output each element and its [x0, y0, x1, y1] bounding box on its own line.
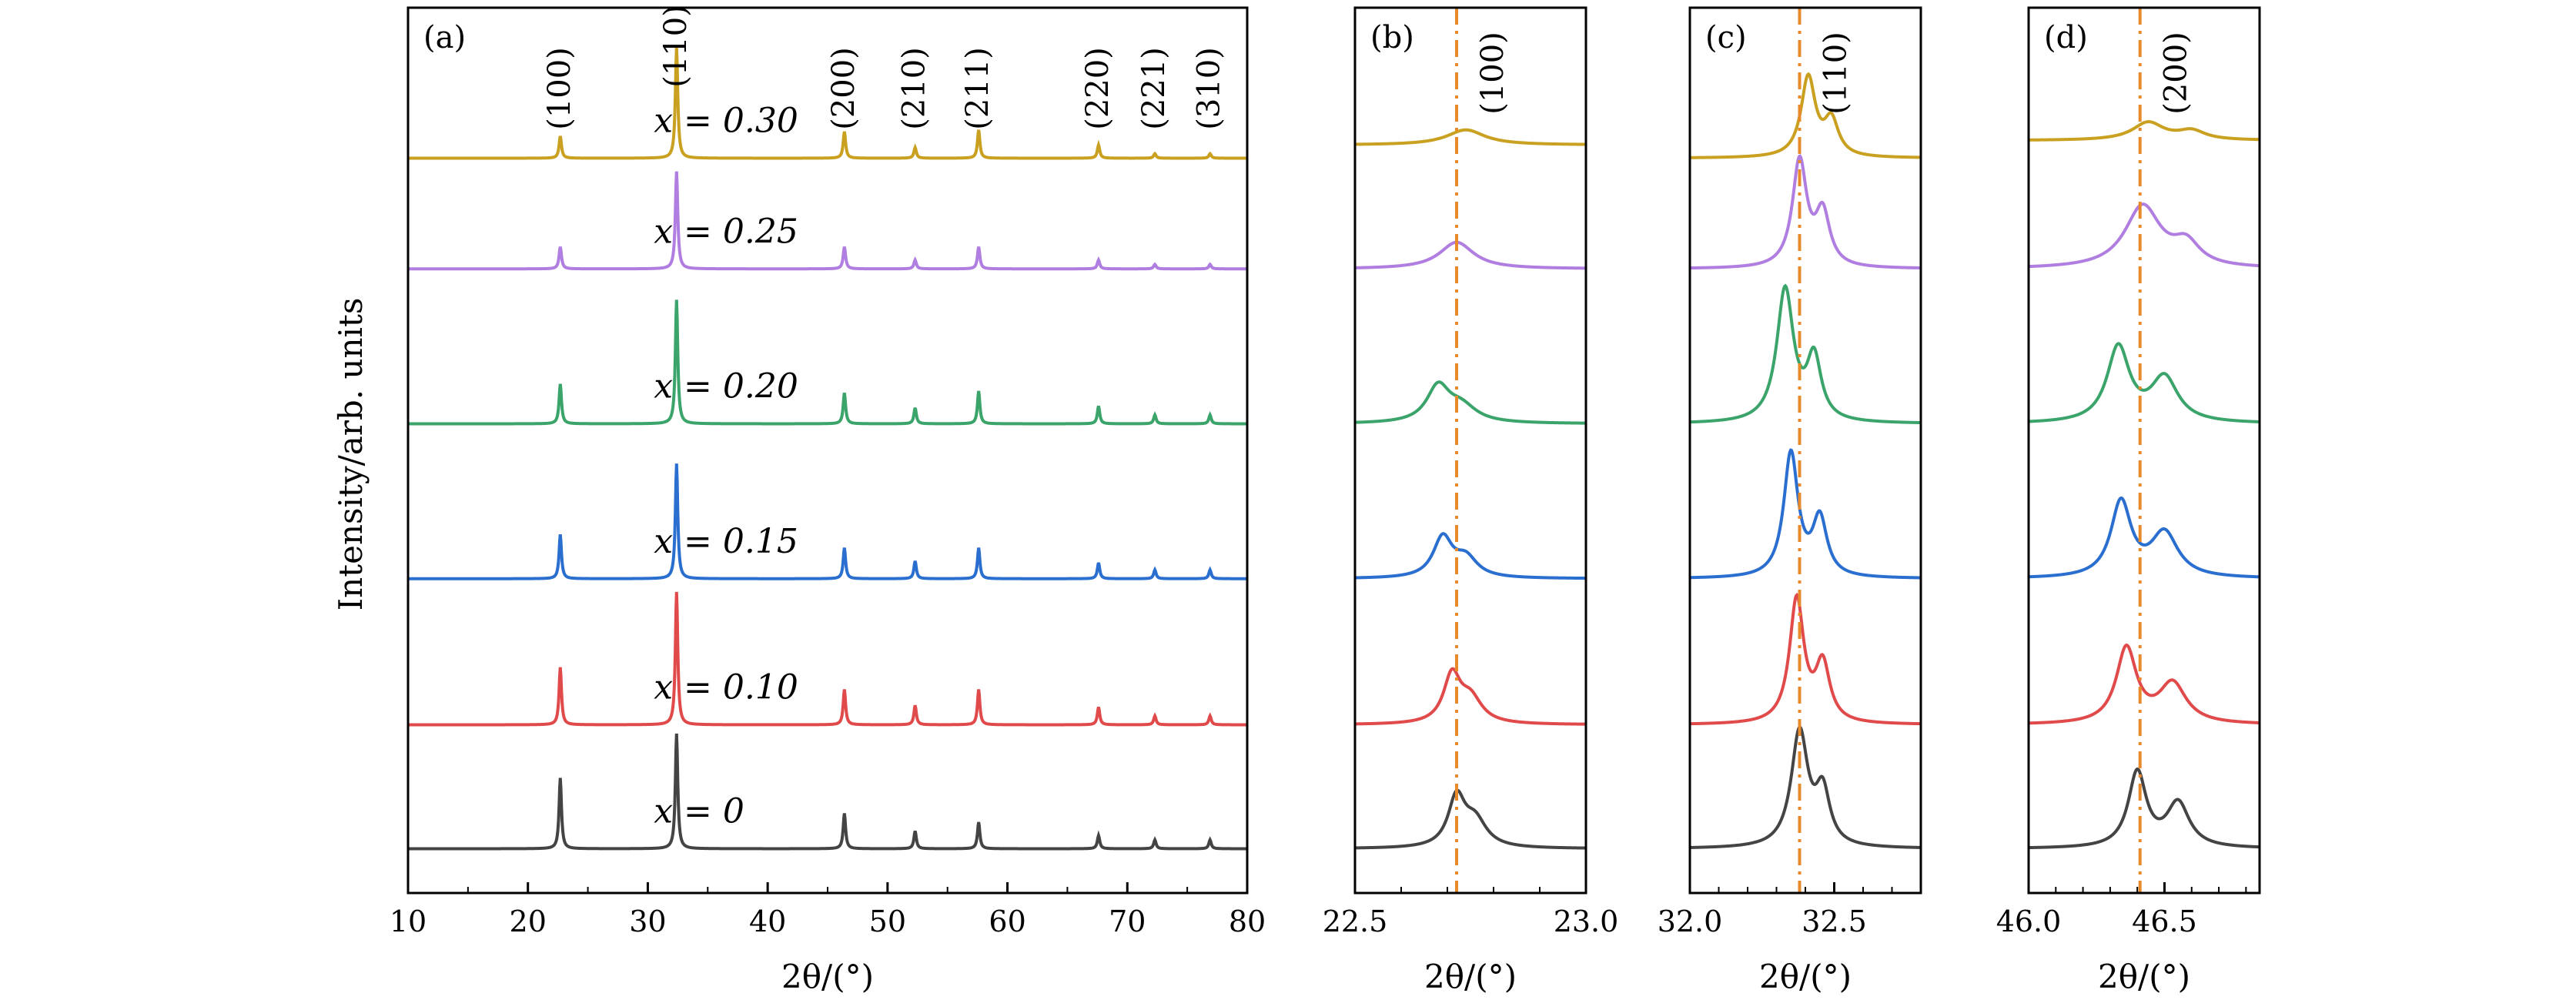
series-label: x = 0.25 [654, 212, 798, 251]
x-tick-label: 60 [989, 905, 1025, 938]
x-tick-label: 46.0 [1996, 905, 2062, 938]
series-curve-3-0 [2028, 767, 2260, 850]
series-curve-2-4 [1689, 154, 1922, 270]
series-curve-2-3 [1689, 283, 1922, 425]
series-curve-0-1 [408, 591, 1247, 727]
x-tick-label: 30 [629, 905, 666, 938]
x-tick-label: 20 [510, 905, 547, 938]
peak-label: (310) [1192, 47, 1227, 130]
panel-frame-1 [1353, 6, 1587, 895]
series-curve-1-2 [1354, 532, 1586, 580]
series-curve-0-2 [408, 463, 1247, 580]
peak-label: (200) [826, 47, 861, 130]
text-layer: x = 0 x = 0.10 x = 0.15 x = 0.20 x = 0.25 x =… [390, 5, 2197, 995]
series-label: x = 0.15 [654, 522, 798, 561]
peak-label: (110) [1818, 32, 1854, 115]
panel-frame-3 [2027, 6, 2261, 895]
x-tick-label: 80 [1229, 905, 1266, 938]
x-axis-label: 2θ/(°) [2098, 958, 2190, 995]
series-curve-0-0 [408, 733, 1248, 851]
series-curve-2-2 [1689, 448, 1922, 580]
x-tick-label: 32.5 [1802, 905, 1867, 938]
panel-label: (b) [1370, 20, 1414, 55]
series-curve-3-1 [2028, 643, 2260, 725]
x-axis-label: 2θ/(°) [781, 958, 874, 995]
peak-label: (100) [1475, 32, 1510, 115]
series-label: x = 0 [654, 792, 744, 831]
panel-label: (c) [1705, 20, 1747, 55]
peak-label: (221) [1136, 47, 1172, 130]
peak-label: (110) [658, 5, 694, 88]
series-label: x = 0.20 [654, 367, 798, 406]
series-curve-2-5 [1689, 72, 1922, 159]
panel-label: (d) [2044, 20, 2088, 55]
series-curve-1-1 [1354, 667, 1587, 726]
x-tick-label: 40 [749, 905, 786, 938]
series-curve-3-5 [2028, 120, 2260, 142]
series-curve-3-3 [2028, 342, 2260, 423]
x-axis-label: 2θ/(°) [1759, 958, 1852, 995]
series-curve-1-5 [1354, 128, 1587, 146]
x-axis-label: 2θ/(°) [1424, 958, 1517, 995]
x-tick-label: 50 [869, 905, 906, 938]
x-tick-label: 23.0 [1554, 905, 1619, 938]
panel-label: (a) [423, 20, 466, 55]
peak-label: (211) [960, 47, 995, 130]
axes-layer [406, 6, 2261, 895]
series-curve-0-4 [408, 171, 1247, 271]
x-tick-label: 70 [1109, 905, 1146, 938]
series-curve-0-5 [408, 47, 1247, 160]
y-axis-label: Intensity/arb. units [332, 298, 370, 611]
panel-frame-0 [406, 6, 1249, 895]
peak-label: (200) [2159, 32, 2194, 115]
peak-label: (100) [542, 47, 577, 130]
x-tick-label: 10 [390, 905, 427, 938]
series-curve-1-3 [1354, 380, 1586, 425]
series-curve-1-4 [1354, 240, 1587, 270]
series-label: x = 0.30 [654, 102, 798, 141]
series-curve-1-0 [1354, 788, 1587, 850]
peak-label: (210) [897, 47, 932, 130]
series-curve-0-3 [408, 299, 1247, 426]
series-curve-2-0 [1689, 724, 1922, 849]
x-tick-label: 46.5 [2132, 905, 2197, 938]
x-tick-label: 22.5 [1323, 905, 1388, 938]
series-label: x = 0.10 [654, 668, 798, 707]
series-curve-3-2 [2028, 496, 2260, 579]
series-curve-3-4 [2028, 202, 2260, 269]
curve-layer [408, 47, 2260, 851]
peak-label: (220) [1080, 47, 1116, 130]
x-tick-label: 32.0 [1658, 905, 1723, 938]
series-curve-2-1 [1689, 592, 1922, 726]
